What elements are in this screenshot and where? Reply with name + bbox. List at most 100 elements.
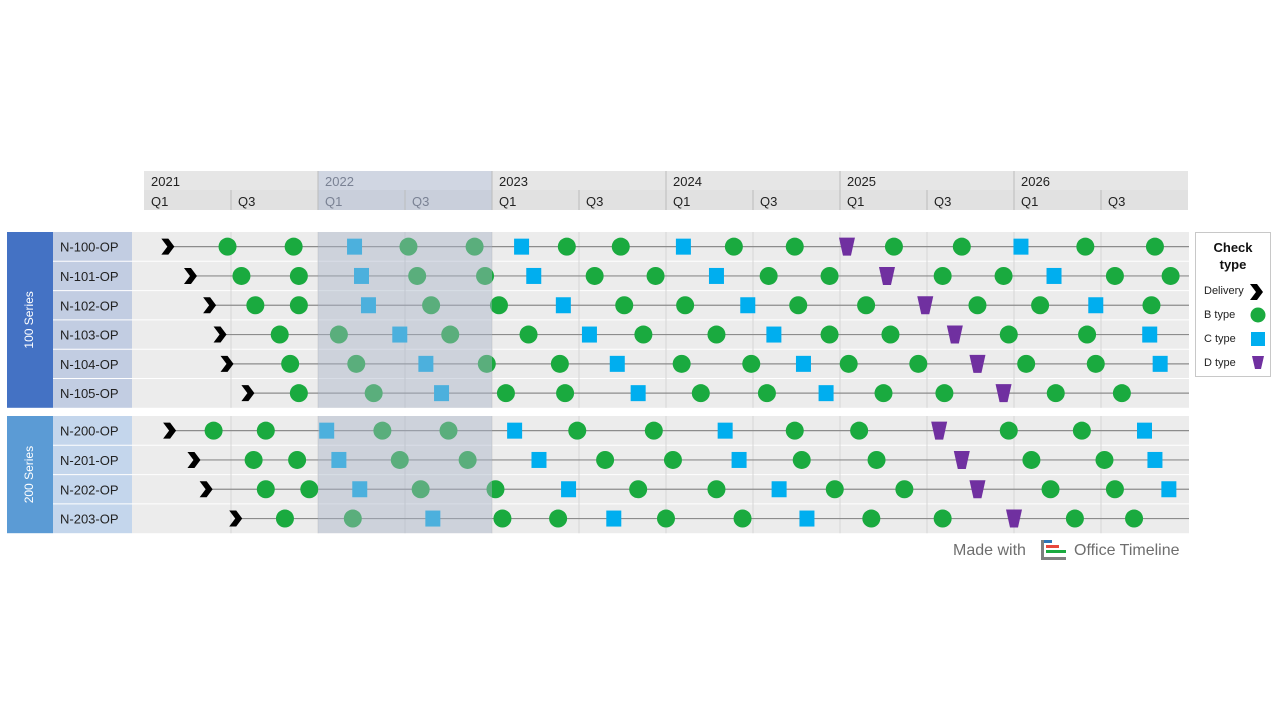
b-type-marker	[999, 421, 1018, 440]
b-type-marker	[724, 237, 743, 256]
b-type-marker	[390, 450, 409, 469]
c-type-marker	[352, 481, 368, 498]
b-type-marker	[999, 325, 1018, 344]
year-label: 2024	[673, 174, 702, 189]
b-type-marker	[486, 480, 505, 499]
b-type-marker	[441, 325, 460, 344]
b-type-marker	[994, 266, 1013, 285]
c-type-marker	[392, 326, 408, 343]
quarter-label: Q1	[673, 194, 690, 209]
delivery-marker	[220, 355, 234, 372]
highlighted-year-overlay	[318, 232, 492, 408]
c-type-marker	[347, 238, 363, 255]
b-type-marker	[676, 296, 695, 315]
d-type-marker	[917, 296, 934, 315]
b-type-marker	[465, 237, 484, 256]
quarter-label: Q3	[238, 194, 255, 209]
d-type-marker	[931, 421, 948, 440]
b-type-marker	[1145, 237, 1164, 256]
b-type-marker	[895, 480, 914, 499]
c-type-marker	[609, 355, 625, 372]
b-type-marker	[1086, 354, 1105, 373]
b-type-marker	[1105, 480, 1124, 499]
quarter-label: Q1	[1021, 194, 1038, 209]
delivery-marker-icon	[1250, 284, 1263, 300]
b-type-marker	[1072, 421, 1091, 440]
b-type-marker	[477, 354, 496, 373]
c-type-marker	[708, 267, 724, 284]
b-type-marker	[707, 480, 726, 499]
legend: Check type Delivery B type C type D type	[1195, 232, 1271, 377]
delivery-marker	[187, 451, 201, 468]
b-type-marker	[1105, 266, 1124, 285]
d-type-trapezoid-icon	[1252, 356, 1264, 369]
legend-title-line1: Check	[1213, 240, 1253, 255]
c-type-square-icon	[1251, 332, 1265, 346]
c-type-marker	[731, 451, 747, 468]
delivery-marker	[241, 385, 255, 402]
c-type-marker	[531, 451, 547, 468]
year-header-cell	[1014, 171, 1188, 190]
row-label: N-200-OP	[60, 424, 119, 439]
c-type-marker	[425, 510, 441, 527]
c-type-marker	[514, 238, 530, 255]
b-type-marker	[884, 237, 903, 256]
row-label: N-104-OP	[60, 357, 119, 372]
row-label: N-102-OP	[60, 298, 119, 313]
brand-text: Office Timeline	[1074, 542, 1180, 559]
b-type-marker	[204, 421, 223, 440]
c-type-marker	[507, 422, 523, 439]
b-type-marker	[270, 325, 289, 344]
b-type-marker	[742, 354, 761, 373]
highlighted-year-overlay	[318, 416, 492, 534]
d-type-marker	[838, 237, 855, 256]
row-label: N-203-OP	[60, 512, 119, 527]
b-type-marker	[399, 237, 418, 256]
year-label: 2023	[499, 174, 528, 189]
b-type-marker	[373, 421, 392, 440]
b-type-marker	[611, 237, 630, 256]
c-type-marker	[354, 267, 369, 284]
c-type-marker	[717, 422, 733, 439]
b-type-marker	[1076, 237, 1095, 256]
b-type-marker	[1142, 296, 1161, 315]
b-type-marker	[347, 354, 366, 373]
quarter-label: Q1	[151, 194, 168, 209]
legend-item-b-type: B type	[1204, 309, 1236, 321]
c-type-marker	[434, 385, 450, 402]
b-type-marker	[1095, 450, 1114, 469]
b-type-marker	[935, 384, 954, 403]
b-type-marker	[663, 450, 682, 469]
d-type-marker	[878, 266, 895, 285]
year-header-cell	[144, 171, 318, 190]
c-type-marker	[1161, 481, 1177, 498]
year-header-cell	[666, 171, 840, 190]
c-type-marker	[1147, 451, 1163, 468]
b-type-marker	[933, 509, 952, 528]
legend-item-c-type: C type	[1204, 333, 1236, 345]
b-type-marker	[556, 384, 575, 403]
row-label: N-201-OP	[60, 453, 119, 468]
b-type-marker	[909, 354, 928, 373]
b-type-marker	[1031, 296, 1050, 315]
delivery-marker	[229, 510, 243, 527]
b-type-marker	[1125, 509, 1144, 528]
b-type-marker	[439, 421, 458, 440]
b-type-marker	[1065, 509, 1084, 528]
b-type-marker	[284, 237, 303, 256]
b-type-marker	[707, 325, 726, 344]
c-type-marker	[1088, 297, 1104, 314]
b-type-marker	[489, 296, 508, 315]
quarter-label: Q3	[1108, 194, 1125, 209]
b-type-marker	[568, 421, 587, 440]
c-type-marker	[561, 481, 577, 498]
year-header-cell	[492, 171, 666, 190]
b-type-marker	[256, 480, 275, 499]
b-type-marker	[1041, 480, 1060, 499]
b-type-marker	[411, 480, 430, 499]
b-type-marker	[549, 509, 568, 528]
c-type-marker	[319, 422, 335, 439]
b-type-marker	[458, 450, 477, 469]
b-type-marker	[596, 450, 615, 469]
b-type-circle-icon	[1250, 307, 1266, 323]
